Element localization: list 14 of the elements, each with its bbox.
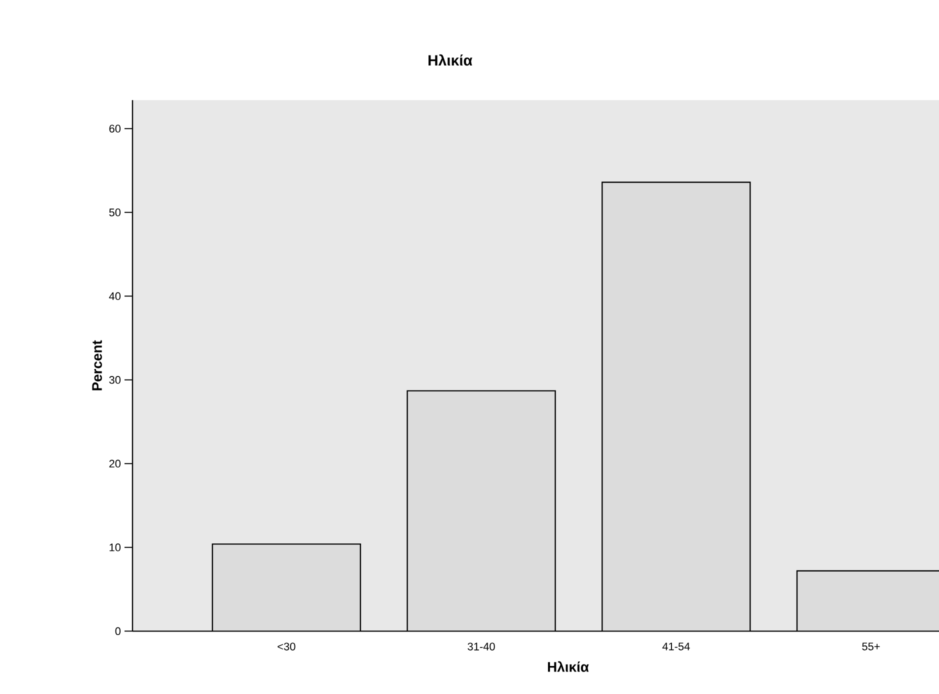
x-tick-label: 31-40 [468,642,495,650]
y-axis-title: Percent [92,340,102,390]
x-tick-label: 41-54 [662,642,690,650]
y-tick-label: 0 [115,627,121,636]
y-tick-label: 20 [109,460,121,468]
x-axis-title: Ηλικία [548,661,589,672]
y-tick-label: 50 [109,208,121,216]
x-tick-label: <30 [278,642,296,650]
y-tick-label: 10 [110,544,121,552]
chart-title: Ηλικία [428,54,472,66]
y-tick-label: 40 [109,292,121,300]
x-tick-label: 55+ [862,642,880,650]
y-tick-label: 30 [109,376,121,384]
y-tick-label: 60 [109,124,121,133]
